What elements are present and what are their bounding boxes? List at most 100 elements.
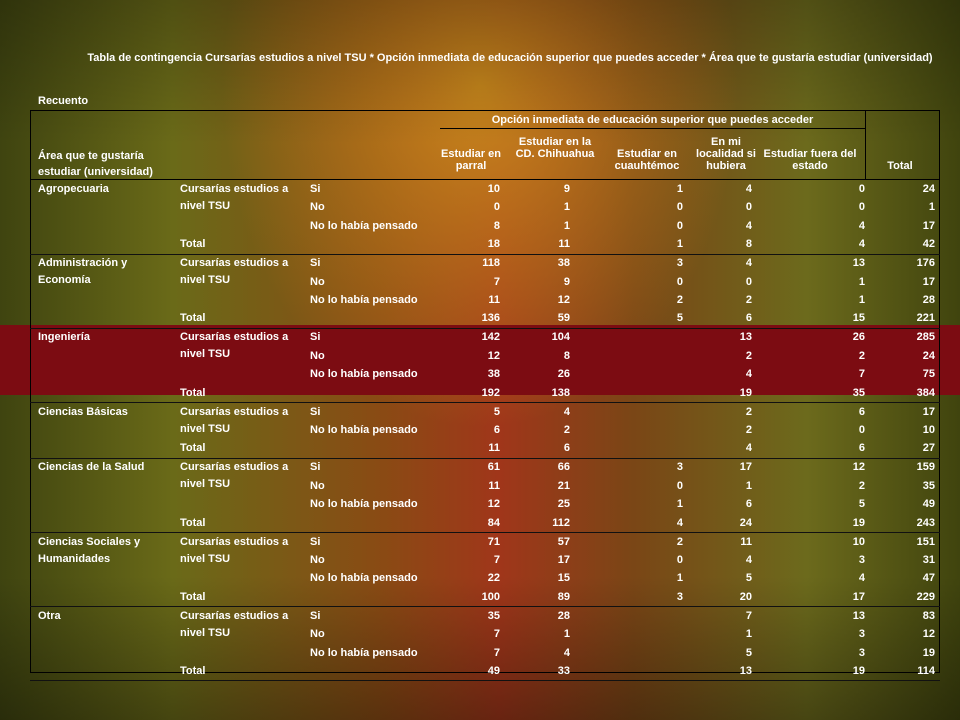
- count-value: 6: [858, 442, 865, 455]
- row-total-value: 384: [916, 386, 935, 399]
- response-row-label: No lo había pensado: [310, 572, 418, 585]
- row-total-value: 17: [922, 275, 935, 288]
- row-total-value: 159: [916, 461, 935, 474]
- subgroup-label: Cursarías estudios a nivel TSU: [180, 405, 289, 435]
- table-bottom-border: [30, 672, 940, 673]
- column-header: En mi localidad si hubiera: [696, 136, 756, 172]
- row-total-value: 19: [922, 646, 935, 659]
- count-value: 19: [852, 516, 865, 529]
- background-red-band: [0, 325, 960, 395]
- count-value: 3: [858, 554, 865, 566]
- column-header: Total: [887, 160, 913, 172]
- row-total-value: 24: [922, 183, 935, 195]
- group-header-underline: [440, 128, 865, 129]
- row-total-value: 28: [922, 294, 935, 306]
- header-top-border: [30, 110, 940, 111]
- count-value: 4: [563, 646, 570, 659]
- count-value: 4: [858, 238, 865, 251]
- total-row-label: Total: [180, 442, 206, 455]
- count-value: 4: [745, 368, 752, 381]
- response-row-label: No: [310, 479, 325, 492]
- subgroup-label: Cursarías estudios a nivel TSU: [180, 609, 289, 639]
- row-total-value: 285: [916, 331, 935, 344]
- count-value: 104: [551, 331, 570, 344]
- count-value: 61: [487, 461, 500, 474]
- count-value: 38: [487, 368, 500, 381]
- count-value: 5: [858, 498, 865, 511]
- count-value: 9: [563, 275, 570, 288]
- count-value: 7: [493, 275, 500, 288]
- response-row-label: No: [310, 554, 325, 566]
- count-value: 19: [739, 386, 752, 399]
- count-value: 118: [482, 257, 500, 270]
- count-value: 0: [745, 275, 752, 288]
- group-separator: [30, 457, 940, 459]
- response-row-label: No lo había pensado: [310, 294, 418, 306]
- response-row-label: No: [310, 628, 325, 641]
- group-separator: [30, 680, 940, 682]
- count-value: 6: [563, 442, 570, 455]
- group-separator: [30, 606, 940, 608]
- response-row-label: No lo había pensado: [310, 646, 418, 659]
- count-value: 2: [745, 294, 752, 306]
- count-value: 7: [493, 554, 500, 566]
- count-value: 4: [858, 219, 865, 232]
- column-header: Estudiar en cuauhtémoc: [614, 148, 680, 172]
- count-value: 2: [858, 479, 865, 492]
- count-value: 89: [557, 590, 570, 603]
- count-value: 0: [745, 201, 752, 214]
- count-value: 3: [676, 461, 683, 474]
- count-value: 13: [739, 331, 752, 344]
- count-value: 1: [676, 572, 683, 585]
- row-total-value: 243: [916, 516, 935, 529]
- count-value: 17: [739, 461, 752, 474]
- count-value: 5: [745, 572, 752, 585]
- count-value: 4: [745, 219, 752, 232]
- count-value: 38: [557, 257, 570, 270]
- count-value: 6: [745, 312, 752, 325]
- row-total-value: 1: [928, 201, 935, 214]
- recuento-label: Recuento: [38, 95, 89, 107]
- area-label: Ciencias de la Salud: [38, 461, 145, 474]
- count-value: 24: [739, 516, 752, 529]
- count-value: 142: [481, 331, 500, 344]
- count-value: 26: [557, 368, 570, 381]
- total-column-border: [865, 110, 866, 179]
- count-value: 11: [558, 238, 570, 251]
- response-row-label: Si: [310, 609, 321, 622]
- count-value: 2: [745, 424, 752, 436]
- total-row-label: Total: [180, 516, 206, 529]
- row-total-value: 17: [922, 405, 935, 418]
- area-label: Ingeniería: [38, 331, 90, 344]
- row-total-value: 176: [916, 257, 935, 270]
- count-value: 28: [557, 609, 570, 622]
- count-value: 11: [740, 535, 752, 548]
- count-value: 1: [676, 238, 683, 251]
- count-value: 12: [487, 349, 500, 362]
- subgroup-label: Cursarías estudios a nivel TSU: [180, 461, 289, 491]
- count-value: 4: [745, 183, 752, 195]
- count-value: 35: [487, 609, 500, 622]
- area-label: Ciencias Sociales y Humanidades: [38, 535, 141, 565]
- count-value: 10: [852, 535, 865, 548]
- count-value: 0: [676, 275, 683, 288]
- row-total-value: 35: [922, 479, 935, 492]
- area-label: Otra: [38, 609, 61, 622]
- count-value: 59: [557, 312, 570, 325]
- subgroup-label: Cursarías estudios a nivel TSU: [180, 257, 289, 287]
- count-value: 22: [487, 572, 500, 585]
- row-total-value: 75: [922, 368, 935, 381]
- subgroup-label: Cursarías estudios a nivel TSU: [180, 535, 289, 565]
- row-total-value: 83: [922, 609, 935, 622]
- count-value: 4: [745, 257, 752, 270]
- count-value: 6: [745, 498, 752, 511]
- total-row-label: Total: [180, 312, 206, 325]
- count-value: 0: [676, 554, 683, 566]
- count-value: 3: [676, 590, 683, 603]
- count-value: 138: [551, 386, 570, 399]
- count-value: 25: [557, 498, 570, 511]
- count-value: 1: [858, 275, 865, 288]
- count-value: 7: [745, 609, 752, 622]
- response-row-label: Si: [310, 405, 321, 418]
- count-value: 3: [676, 257, 683, 270]
